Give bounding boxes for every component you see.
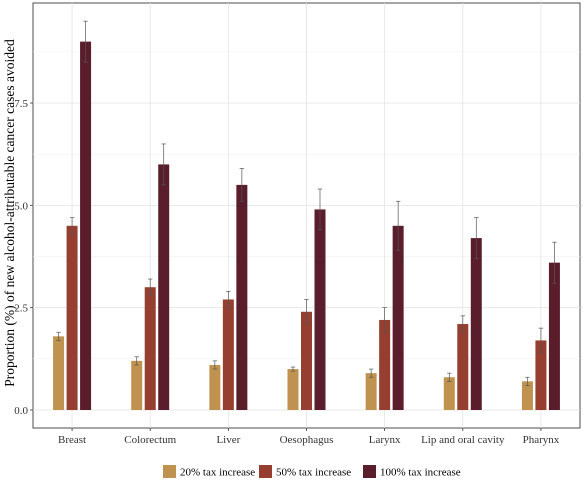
axes: 0.0 2.5 5.0 7.5 Breast Colorectum Liver Oesopha… bbox=[14, 98, 560, 446]
bar bbox=[314, 209, 326, 410]
bars bbox=[53, 20, 560, 410]
bar bbox=[80, 41, 92, 410]
bar bbox=[379, 319, 391, 410]
y-tick-label: 0.0 bbox=[14, 405, 28, 417]
bar bbox=[521, 381, 533, 410]
bar bbox=[236, 184, 248, 410]
bar bbox=[53, 336, 65, 410]
x-tick-label: Breast bbox=[58, 434, 86, 446]
bar bbox=[222, 299, 234, 410]
legend-label: 20% tax increase bbox=[180, 467, 255, 479]
y-axis-title: Proportion (%) of new alcohol-attributab… bbox=[2, 39, 17, 387]
bar bbox=[457, 324, 469, 410]
legend-swatch bbox=[363, 465, 376, 478]
y-tick-label: 5.0 bbox=[14, 200, 28, 212]
legend-label: 100% tax increase bbox=[380, 467, 461, 479]
bar bbox=[392, 225, 404, 410]
bar bbox=[287, 369, 299, 410]
bar bbox=[158, 164, 170, 410]
legend-swatch bbox=[163, 465, 176, 478]
bar bbox=[365, 373, 377, 410]
bar bbox=[548, 262, 560, 410]
x-tick-label: Lip and oral cavity bbox=[421, 434, 505, 446]
legend-label: 50% tax increase bbox=[276, 467, 351, 479]
bar bbox=[209, 364, 221, 410]
legend-swatch bbox=[259, 465, 272, 478]
x-tick-label: Colorectum bbox=[124, 434, 176, 446]
x-tick-label: Larynx bbox=[369, 434, 401, 446]
x-tick-label: Pharynx bbox=[523, 434, 560, 446]
y-tick-label: 7.5 bbox=[14, 98, 28, 110]
x-tick-label: Oesophagus bbox=[280, 434, 334, 446]
legend: 20% tax increase 50% tax increase 100% tax… bbox=[163, 465, 461, 479]
y-tick-label: 2.5 bbox=[14, 303, 28, 315]
bar bbox=[470, 238, 482, 410]
gridlines bbox=[33, 3, 580, 428]
bar bbox=[131, 360, 143, 410]
bar bbox=[535, 340, 547, 410]
bar bbox=[443, 377, 455, 410]
bar bbox=[66, 225, 78, 410]
bar bbox=[301, 311, 312, 410]
x-tick-label: Liver bbox=[216, 434, 240, 446]
bar bbox=[144, 287, 156, 410]
